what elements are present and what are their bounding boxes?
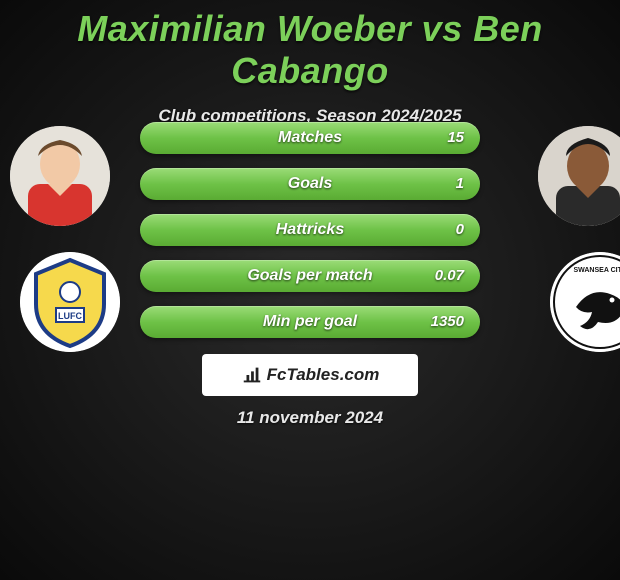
stat-value: 0.07 — [435, 260, 464, 292]
stat-row-matches: Matches 15 — [140, 122, 480, 154]
player-left-avatar — [10, 126, 110, 226]
stat-value: 1350 — [431, 306, 464, 338]
date-text: 11 november 2024 — [0, 408, 620, 428]
svg-text:LUFC: LUFC — [58, 311, 82, 321]
stat-label: Goals — [140, 168, 480, 200]
page-title: Maximilian Woeber vs Ben Cabango — [0, 0, 620, 92]
stat-row-hattricks: Hattricks 0 — [140, 214, 480, 246]
stat-row-min-per-goal: Min per goal 1350 — [140, 306, 480, 338]
stat-value: 15 — [447, 122, 464, 154]
svg-text:SWANSEA CITY: SWANSEA CITY — [573, 267, 620, 274]
stat-row-goals: Goals 1 — [140, 168, 480, 200]
stat-label: Goals per match — [140, 260, 480, 292]
stat-label: Hattricks — [140, 214, 480, 246]
club-left-crest: LUFC — [20, 252, 120, 352]
stat-label: Min per goal — [140, 306, 480, 338]
stat-value: 1 — [456, 168, 464, 200]
stat-row-goals-per-match: Goals per match 0.07 — [140, 260, 480, 292]
stats-bars: Matches 15 Goals 1 Hattricks 0 Goals per… — [140, 122, 480, 352]
stat-value: 0 — [456, 214, 464, 246]
source-badge-text: FcTables.com — [267, 365, 380, 385]
source-badge: FcTables.com — [202, 354, 418, 396]
player-right-avatar — [538, 126, 620, 226]
club-right-crest: SWANSEA CITY — [550, 252, 620, 352]
chart-icon — [241, 364, 263, 386]
stat-label: Matches — [140, 122, 480, 154]
